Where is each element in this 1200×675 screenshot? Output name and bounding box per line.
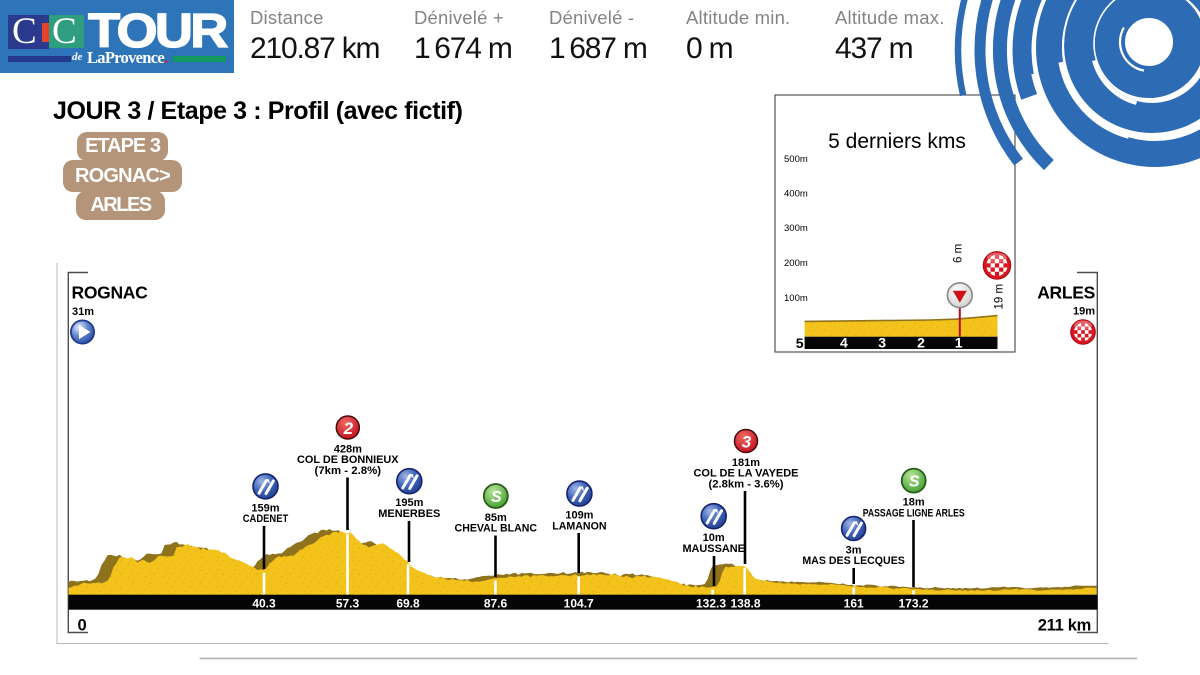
svg-text:CADENET: CADENET <box>243 513 289 525</box>
svg-text:PASSAGE LIGNE ARLES: PASSAGE LIGNE ARLES <box>863 507 965 519</box>
svg-text:2: 2 <box>343 419 354 438</box>
svg-text:3: 3 <box>878 335 886 351</box>
svg-text:S: S <box>909 474 920 491</box>
svg-text:181m: 181m <box>732 457 760 469</box>
svg-text:428m: 428m <box>334 444 362 456</box>
svg-text:200m: 200m <box>784 258 808 269</box>
svg-text:500m: 500m <box>784 154 808 165</box>
svg-text:100m: 100m <box>784 293 808 304</box>
svg-text:18m: 18m <box>903 497 925 509</box>
svg-text:MAUSSANE: MAUSSANE <box>682 543 745 555</box>
svg-text:CHEVAL BLANC: CHEVAL BLANC <box>455 523 538 535</box>
svg-text:2: 2 <box>917 335 925 351</box>
svg-text:159m: 159m <box>251 502 279 514</box>
svg-text:87.6: 87.6 <box>484 597 508 611</box>
svg-text:(2.8km - 3.6%): (2.8km - 3.6%) <box>709 478 784 490</box>
svg-text:MAS DES LECQUES: MAS DES LECQUES <box>802 555 905 567</box>
svg-text:1: 1 <box>955 335 963 351</box>
svg-text:LAMANON: LAMANON <box>552 520 606 532</box>
svg-text:161: 161 <box>844 597 864 611</box>
svg-text:195m: 195m <box>395 497 423 509</box>
svg-text:132.3: 132.3 <box>696 597 726 611</box>
svg-text:19 m: 19 m <box>994 284 1006 310</box>
svg-text:300m: 300m <box>784 223 808 234</box>
svg-text:400m: 400m <box>784 189 808 200</box>
svg-text:211 km: 211 km <box>1038 617 1091 635</box>
svg-text:138.8: 138.8 <box>730 597 760 611</box>
svg-text:5: 5 <box>796 335 804 351</box>
svg-text:0: 0 <box>78 617 87 635</box>
svg-text:19m: 19m <box>1073 306 1095 318</box>
svg-text:ROGNAC: ROGNAC <box>72 283 149 303</box>
svg-text:COL DE LA VAYEDE: COL DE LA VAYEDE <box>694 468 799 480</box>
svg-text:COL DE BONNIEUX: COL DE BONNIEUX <box>297 454 399 466</box>
svg-text:10m: 10m <box>703 532 725 544</box>
svg-text:57.3: 57.3 <box>336 597 360 611</box>
svg-text:69.8: 69.8 <box>396 597 420 611</box>
svg-text:5 derniers kms: 5 derniers kms <box>828 130 966 153</box>
svg-text:31m: 31m <box>72 306 94 318</box>
svg-text:109m: 109m <box>565 510 593 522</box>
svg-text:S: S <box>491 489 502 506</box>
svg-text:173.2: 173.2 <box>898 597 928 611</box>
svg-text:4: 4 <box>840 335 848 351</box>
svg-text:3: 3 <box>742 433 752 452</box>
svg-text:(7km - 2.8%): (7km - 2.8%) <box>315 465 382 477</box>
svg-text:3m: 3m <box>846 545 862 557</box>
svg-text:85m: 85m <box>485 512 507 524</box>
svg-text:ARLES: ARLES <box>1037 283 1095 303</box>
svg-text:6 m: 6 m <box>953 244 965 263</box>
svg-text:40.3: 40.3 <box>252 597 276 611</box>
svg-text:104.7: 104.7 <box>564 597 594 611</box>
svg-text:MENERBES: MENERBES <box>378 508 440 520</box>
